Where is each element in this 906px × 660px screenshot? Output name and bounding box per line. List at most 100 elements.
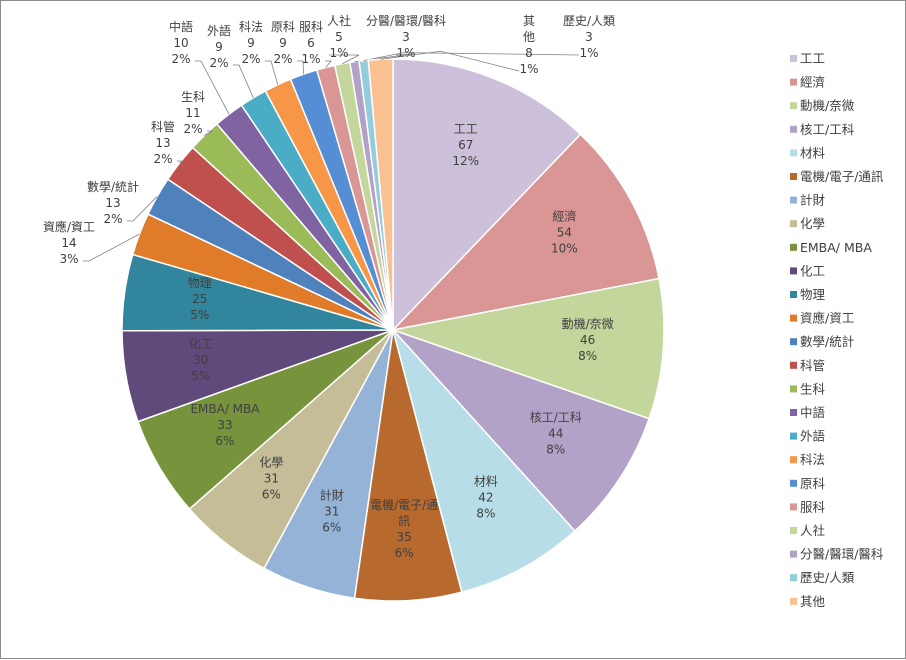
legend-swatch [790,243,797,251]
data-label: 計財 [320,487,344,502]
pie-slice [367,58,394,331]
data-label: 33 [217,418,232,432]
legend-swatch [790,78,797,86]
legend-swatch [790,149,797,157]
data-label: 35 [396,530,411,544]
data-label: 1% [519,62,538,76]
legend-swatch [790,550,797,558]
legend-swatch [790,338,797,346]
data-label: 6% [395,546,414,560]
legend-swatch [790,291,797,298]
legend-swatch [790,456,797,464]
legend-swatch [790,102,797,110]
data-label: 42 [478,491,493,505]
data-label: 物理 [188,276,212,290]
legend-entry: 原科 [800,476,826,491]
legend-entry: 經濟 [800,75,825,90]
data-label: 歷史/人類 [563,14,615,28]
data-label: 8% [546,443,565,457]
data-label: 2% [171,52,190,66]
data-label: 核工/工科 [530,411,582,425]
data-label: 材料 [474,475,498,489]
leader-line [233,64,254,98]
data-label: 2% [209,56,228,70]
data-label: 人社 [327,13,351,28]
legend-entry: 中語 [800,405,826,420]
leader-line [297,60,304,75]
legend-entry: 資應/資工 [800,311,854,326]
data-label: 9 [279,36,287,50]
data-label: 13 [105,196,120,210]
legend-entry: 服科 [800,499,826,514]
data-label: 5 [335,30,343,44]
data-label: 2% [103,212,122,226]
legend-swatch [790,173,797,180]
data-label: 分醫/醫環/醫科 [366,14,446,28]
legend-swatch [790,503,797,511]
data-label: 6 [307,36,315,50]
data-label: 資應/資工 [43,219,95,234]
data-label: 服科 [299,20,323,34]
data-label: 電機/電子/通 [370,497,438,512]
legend-swatch [790,597,797,605]
legend-entry: 材料 [800,145,826,160]
data-label: 6% [262,488,281,502]
data-label: 9 [247,36,255,50]
pie-slice [390,277,665,420]
pie-slice [390,133,660,332]
leader-line [363,52,580,61]
data-label: 動機/奈微 [562,316,614,331]
data-label: EMBA/ MBA [190,402,260,416]
legend-entry: EMBA/ MBA [800,240,872,255]
data-label: 原科 [271,20,295,34]
legend-swatch [790,220,797,228]
legend-swatch [790,267,797,275]
data-label: 科管 [151,119,175,134]
data-label: 科法 [239,20,263,34]
legend-swatch [790,314,797,322]
data-label: 生科 [181,90,205,104]
leader-line [195,60,230,115]
legend-entry: 化工 [800,263,825,278]
data-label: 31 [264,472,279,486]
data-label: 3% [59,252,78,266]
data-label: 13 [155,136,170,150]
legend-swatch [790,527,797,534]
data-label: 8% [476,507,495,521]
data-label: 6% [322,520,341,534]
data-label: 他 [523,30,535,44]
data-label: 1% [301,52,320,66]
pie-slice [392,329,576,594]
pie-slice [392,329,651,533]
leader-line [325,60,332,68]
legend-entry: 動機/奈微 [800,98,855,113]
legend-entry: 科法 [800,452,825,467]
legend-entry: 核工/工科 [800,122,855,137]
leader-line [127,196,158,222]
data-label: 46 [580,333,595,347]
pie-slice [392,58,582,332]
data-label: 12% [452,154,479,168]
data-label: 25 [192,292,207,306]
leader-line [177,160,185,164]
data-label: 44 [548,427,563,441]
legend-entry: 計財 [800,193,826,208]
data-label: 工工 [454,122,478,136]
leader-line [380,50,520,72]
legend-entry: 數學/統計 [800,334,854,349]
data-label: 訊 [398,513,410,528]
data-label: 8 [525,46,533,60]
data-label: 經濟 [552,209,576,224]
legend-swatch [790,409,797,416]
data-label: 6% [215,434,234,448]
data-label: 54 [557,226,572,240]
data-label: 30 [193,353,208,367]
data-label: 2% [183,122,202,136]
data-label: 8% [578,349,597,363]
data-label: 9 [215,40,223,54]
legend-entry: 生科 [800,381,826,396]
data-label: 5% [191,369,210,383]
data-label: 外語 [207,23,231,38]
data-label: 1% [329,46,348,60]
